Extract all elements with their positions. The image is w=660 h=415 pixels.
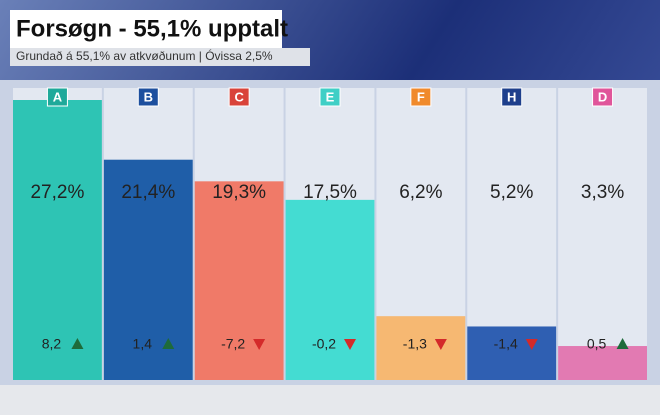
chart-subtitle: Grundað á 55,1% av atkvøðunum | Óvissa 2… [16, 48, 273, 63]
bar [103, 159, 193, 380]
change-label: -1,3 [403, 336, 427, 352]
subtitle-box [10, 48, 310, 66]
change-label: -1,4 [494, 336, 518, 352]
change-arrow [525, 339, 538, 350]
change-label: -0,2 [312, 336, 336, 352]
party-badge [501, 87, 523, 107]
value-label: 6,2% [399, 182, 442, 203]
bar [558, 346, 647, 380]
party-badge [137, 87, 159, 107]
party-label: E [326, 89, 335, 104]
bar [13, 100, 102, 380]
party-label: C [234, 89, 244, 104]
party-label: F [417, 89, 425, 104]
change-arrow [71, 338, 84, 349]
change-label: 0,5 [587, 336, 607, 352]
value-label: 19,3% [212, 182, 266, 203]
bar [376, 316, 466, 380]
party-label: D [598, 89, 607, 104]
party-label: B [144, 89, 153, 104]
bar [285, 199, 375, 380]
party-badge [46, 87, 68, 107]
footer-strip [0, 385, 660, 415]
bar [194, 181, 284, 380]
change-arrow [434, 339, 447, 350]
change-arrow [344, 339, 356, 350]
change-label: -7,2 [221, 336, 245, 352]
party-badge [410, 87, 432, 107]
party-badge [319, 87, 341, 107]
column-bg [558, 88, 647, 380]
party-label: H [507, 89, 516, 104]
change-arrow [162, 338, 175, 349]
value-label: 27,2% [30, 182, 84, 203]
party-badge [592, 87, 614, 107]
party-badge [228, 87, 250, 107]
value-label: 3,3% [581, 182, 624, 203]
value-label: 5,2% [490, 182, 533, 203]
value-label: 17,5% [303, 182, 357, 203]
change-label: 1,4 [133, 336, 153, 352]
title-box [10, 10, 282, 48]
plot: A 27,2% 8,2 B 21,4% 1,4 C 19,3% -7,2 E 17,5% -0,2 F 6… [13, 87, 647, 380]
change-label: 8,2 [42, 336, 62, 352]
change-arrow [253, 339, 266, 350]
value-label: 21,4% [121, 182, 175, 203]
chart-title: Forsøgn - 55,1% upptalt [16, 15, 288, 42]
party-label: A [53, 89, 63, 104]
change-arrow [616, 338, 629, 349]
bar [467, 326, 557, 380]
